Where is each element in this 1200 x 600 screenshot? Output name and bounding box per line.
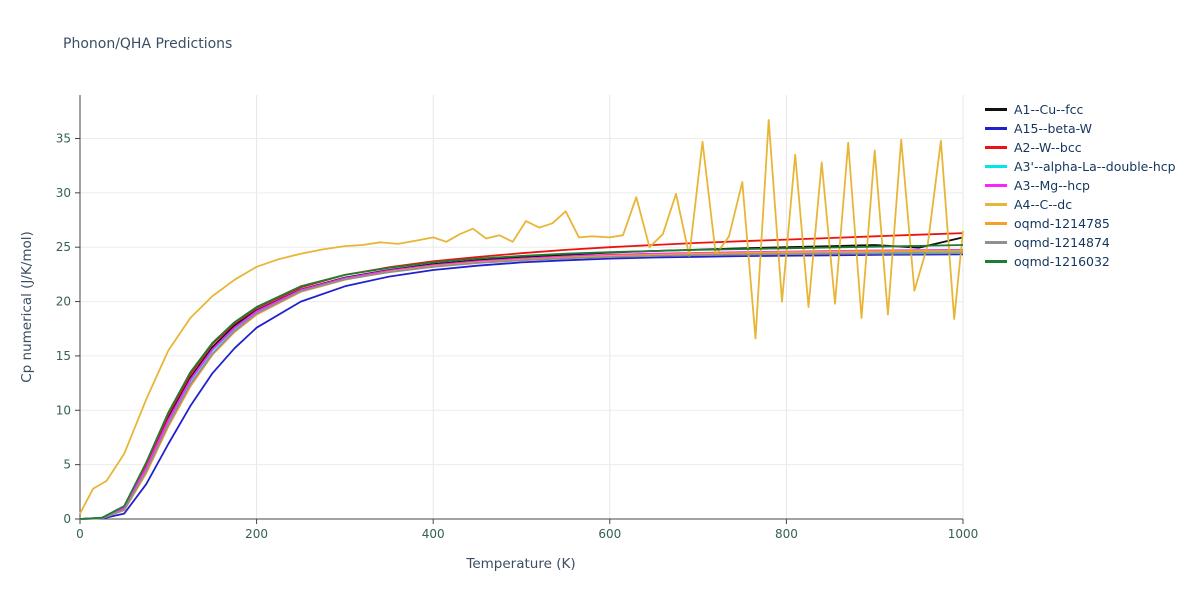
series-line-oqmd-1216032 <box>79 244 964 520</box>
legend-item[interactable]: A2--W--bcc <box>985 138 1176 157</box>
legend-item[interactable]: A3--Mg--hcp <box>985 176 1176 195</box>
x-tick-label: 1000 <box>948 527 979 541</box>
y-tick-label: 5 <box>63 458 71 472</box>
y-tick-label: 20 <box>56 295 71 309</box>
legend-swatch <box>985 165 1007 168</box>
legend-label: A3--Mg--hcp <box>1014 178 1090 193</box>
legend-item[interactable]: A15--beta-W <box>985 119 1176 138</box>
y-tick-label: 15 <box>56 349 71 363</box>
chart-title: Phonon/QHA Predictions <box>63 36 233 52</box>
y-tick-label: 25 <box>56 240 71 254</box>
legend-swatch <box>985 184 1007 187</box>
legend-label: oqmd-1214785 <box>1014 216 1110 231</box>
x-tick-label: 600 <box>598 527 621 541</box>
legend-swatch <box>985 241 1007 244</box>
y-axis-label: Cp numerical (J/K/mol) <box>19 231 35 383</box>
legend: A1--Cu--fcc A15--beta-W A2--W--bcc A3'--alp… <box>985 100 1176 271</box>
legend-swatch <box>985 108 1007 111</box>
series-line-A3'--alpha-La--double-hcp <box>79 250 964 520</box>
legend-label: A2--W--bcc <box>1014 140 1082 155</box>
y-tick-label: 0 <box>63 512 71 526</box>
legend-item[interactable]: A3'--alpha-La--double-hcp <box>985 157 1176 176</box>
series-line-oqmd-1214874 <box>79 252 964 520</box>
series-line-A2--W--bcc <box>79 232 964 520</box>
legend-label: A4--C--dc <box>1014 197 1073 212</box>
legend-label: A3'--alpha-La--double-hcp <box>1014 159 1176 174</box>
legend-item[interactable]: oqmd-1214785 <box>985 214 1176 233</box>
legend-label: oqmd-1214874 <box>1014 235 1110 250</box>
x-tick-label: 0 <box>76 527 84 541</box>
legend-label: A15--beta-W <box>1014 121 1093 136</box>
legend-item[interactable]: A1--Cu--fcc <box>985 100 1176 119</box>
legend-swatch <box>985 127 1007 130</box>
legend-swatch <box>985 260 1007 263</box>
legend-item[interactable]: oqmd-1216032 <box>985 252 1176 271</box>
legend-label: A1--Cu--fcc <box>1014 102 1084 117</box>
x-tick-label: 200 <box>245 527 268 541</box>
series-line-A1--Cu--fcc <box>79 236 964 520</box>
legend-swatch <box>985 146 1007 149</box>
x-axis-label: Temperature (K) <box>466 556 576 572</box>
legend-label: oqmd-1216032 <box>1014 254 1110 269</box>
series-line-A3--Mg--hcp <box>79 248 964 520</box>
series-line-A4--C--dc <box>79 119 964 515</box>
legend-item[interactable]: oqmd-1214874 <box>985 233 1176 252</box>
legend-swatch <box>985 222 1007 225</box>
legend-item[interactable]: A4--C--dc <box>985 195 1176 214</box>
series-line-A15--beta-W <box>79 253 964 520</box>
x-tick-label: 800 <box>775 527 798 541</box>
x-tick-label: 400 <box>422 527 445 541</box>
y-tick-label: 30 <box>56 186 71 200</box>
series-line-oqmd-1214785 <box>79 249 964 520</box>
y-tick-label: 35 <box>56 131 71 145</box>
legend-swatch <box>985 203 1007 206</box>
y-tick-label: 10 <box>56 403 71 417</box>
